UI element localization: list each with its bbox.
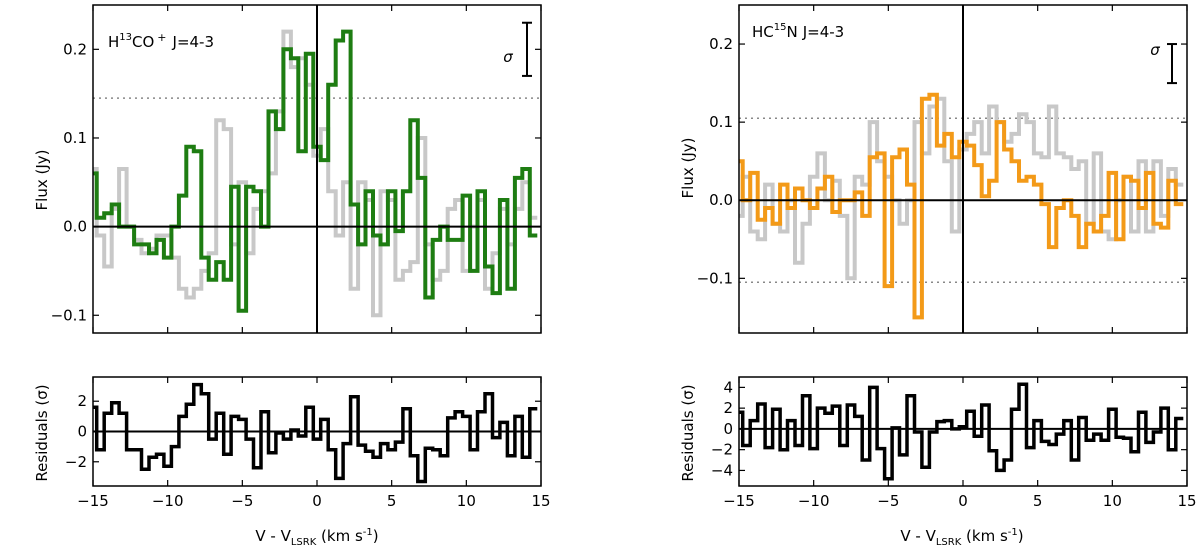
right-main-comparison-series <box>739 96 1184 281</box>
left-residuals-xtick-label: 0 <box>312 492 322 510</box>
left-residuals-xtick-label: 15 <box>531 492 550 510</box>
left-species-label: H13CO + J=4-3 <box>108 31 214 51</box>
right-residuals-residuals-series <box>739 382 1184 481</box>
left-residuals-ylabel: Residuals (σ) <box>33 384 51 481</box>
right-main-ylabel: Flux (Jy) <box>679 138 697 199</box>
right-residuals-xtick-label: −5 <box>877 492 899 510</box>
right-main-panel: Flux (Jy) HC15N J=4-3 σ −0.1 0.0 0.1 0.2 <box>679 4 1188 334</box>
left-residuals-xtick-label: −5 <box>231 492 253 510</box>
right-residuals-xtick-label: −15 <box>723 492 755 510</box>
left-main-panel: Flux (Jy) H13CO + J=4-3 σ −0.1 0.0 0.1 0.2 <box>33 4 542 334</box>
left-main-ytick-label: −0.1 <box>51 306 87 324</box>
right-residuals-ytick-label: 2 <box>723 399 733 417</box>
right-residuals-xtick-label: 0 <box>958 492 968 510</box>
right-main-ytick-label: −0.1 <box>697 269 733 287</box>
right-residuals-xtick-label: 5 <box>1033 492 1043 510</box>
left-residuals-ytick-label: −2 <box>65 453 87 471</box>
left-main-spectrum-series <box>93 29 538 313</box>
left-residuals-ytick-label: 0 <box>77 423 87 441</box>
left-main-ytick-label: 0.1 <box>63 129 87 147</box>
right-residuals-xtick-label: 10 <box>1103 492 1122 510</box>
left-residuals-xtick-label: −10 <box>152 492 184 510</box>
left-xlabel: V - VLSRK (km s-1) <box>255 527 378 548</box>
right-main-ytick-label: 0.1 <box>709 113 733 131</box>
left-residuals-xtick-label: −15 <box>77 492 109 510</box>
right-sigma-label: σ <box>1150 41 1160 59</box>
right-species-label: HC15N J=4-3 <box>752 22 844 41</box>
right-xlabel: V - VLSRK (km s-1) <box>900 527 1023 548</box>
left-main-ytick-label: 0.0 <box>63 218 87 236</box>
right-main-ytick-label: 0.2 <box>709 35 733 53</box>
left-residuals-xtick-label: 5 <box>387 492 397 510</box>
right-residuals-xtick-label: −10 <box>798 492 830 510</box>
left-residuals-ytick-label: 2 <box>77 392 87 410</box>
right-residuals-ytick-label: 4 <box>723 378 733 396</box>
left-sigma-label: σ <box>503 48 513 66</box>
right-main-ytick-label: 0.0 <box>709 191 733 209</box>
right-residuals-ytick-label: −2 <box>711 441 733 459</box>
left-residuals-residuals-series <box>93 382 538 484</box>
left-residuals-panel: Residuals (σ) V - VLSRK (km s-1) −2 0 2 −15… <box>33 376 551 548</box>
right-residuals-ytick-label: −4 <box>711 461 733 479</box>
right-residuals-panel: Residuals (σ) V - VLSRK (km s-1) −4 −2 0 2 4… <box>679 376 1197 548</box>
left-main-ylabel: Flux (Jy) <box>33 150 51 211</box>
right-residuals-ylabel: Residuals (σ) <box>679 384 697 481</box>
left-residuals-xtick-label: 10 <box>457 492 476 510</box>
left-main-ytick-label: 0.2 <box>63 40 87 58</box>
right-residuals-frame <box>738 376 1188 487</box>
right-main-spectrum-series <box>739 92 1184 320</box>
right-residuals-ytick-label: 0 <box>723 420 733 438</box>
right-residuals-xtick-label: 15 <box>1177 492 1196 510</box>
